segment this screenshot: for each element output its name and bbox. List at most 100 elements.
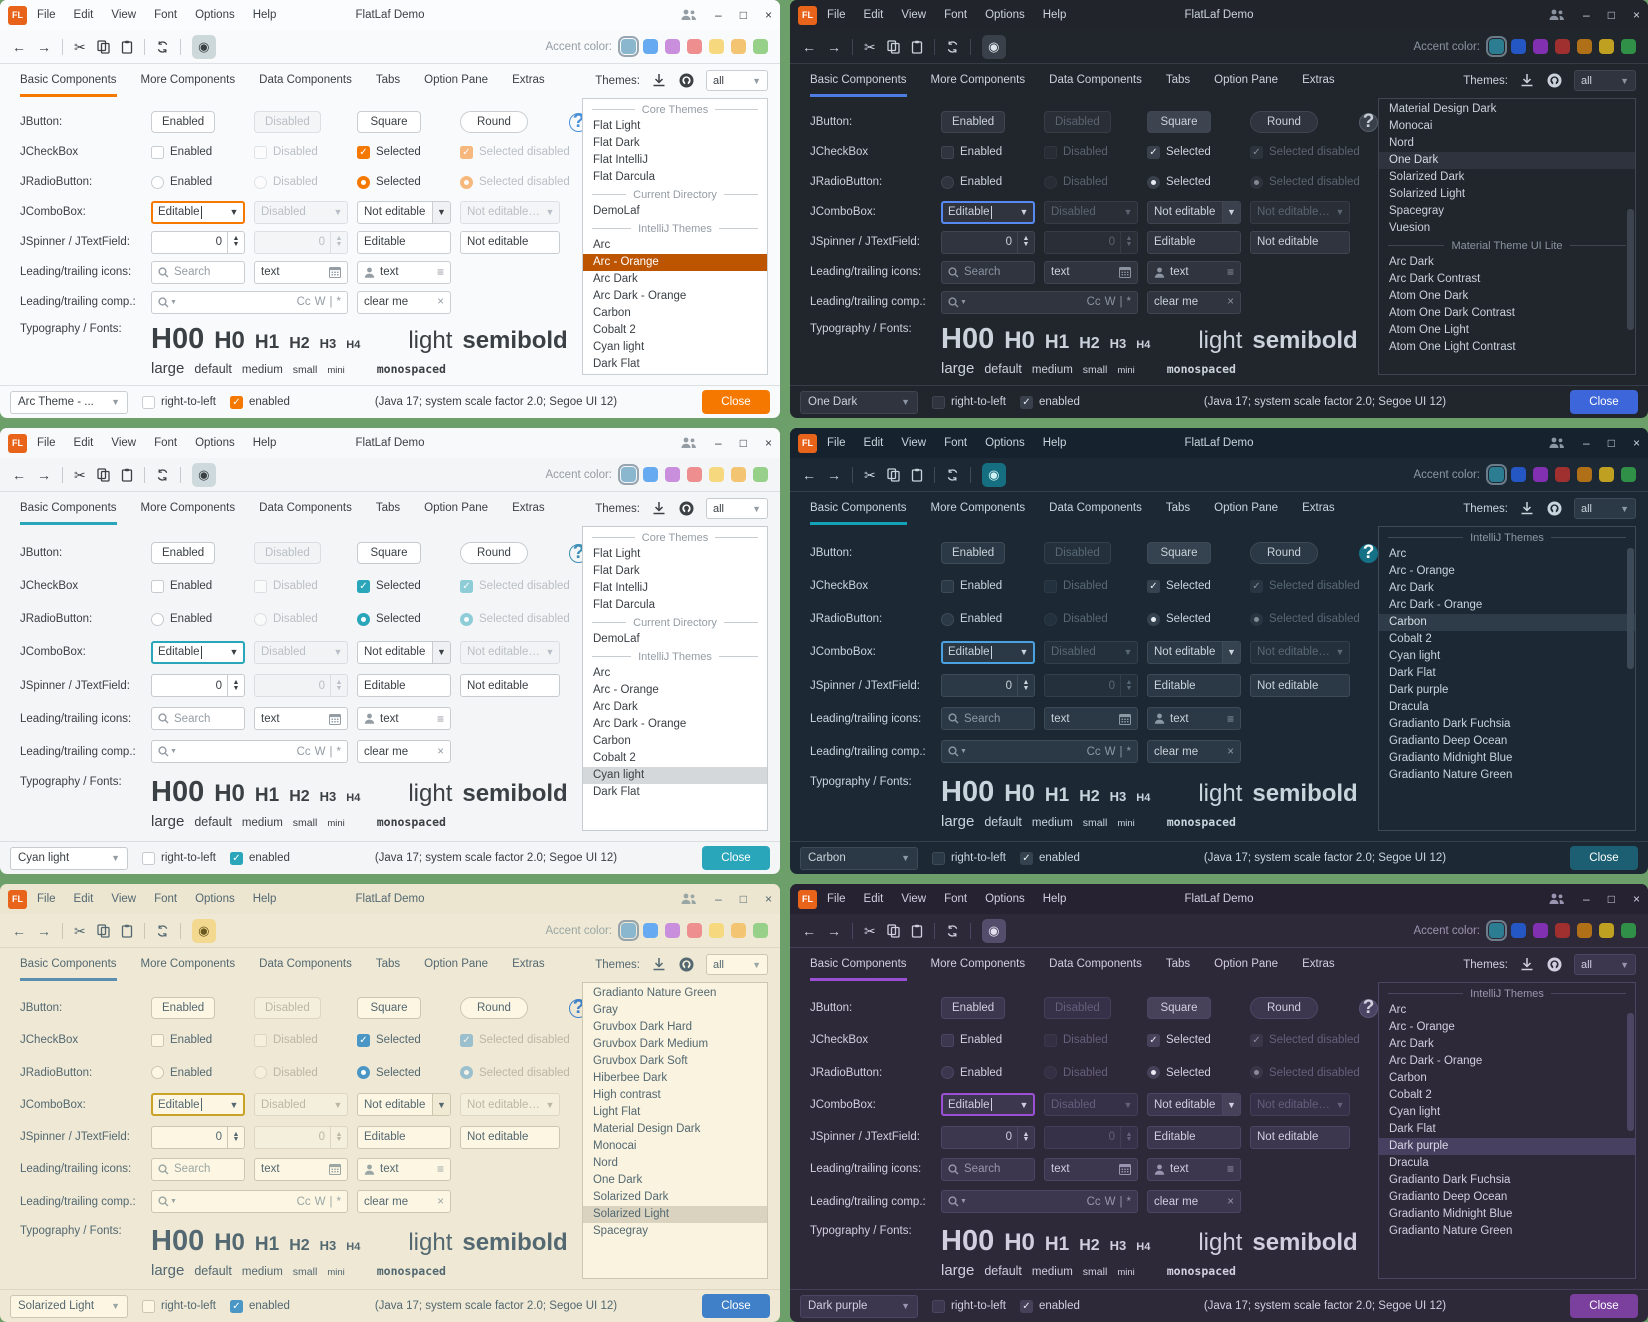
theme-list-item[interactable]: Gruvbox Dark Medium (593, 1038, 709, 1050)
menu-view[interactable]: View (111, 437, 137, 449)
users-icon[interactable] (1549, 9, 1565, 21)
close-window-button[interactable]: × (1632, 8, 1640, 22)
regex-icon[interactable]: * (336, 1195, 341, 1208)
tab-option-pane[interactable]: Option Pane (424, 74, 489, 86)
calendar-icon[interactable] (1119, 266, 1131, 278)
date-input[interactable]: text (254, 260, 348, 284)
theme-list-item[interactable]: Gradianto Midnight Blue (1389, 1208, 1513, 1220)
whole-word-icon[interactable]: W (314, 745, 326, 758)
forward-icon[interactable]: → (37, 922, 51, 939)
spinner-arrows-icon[interactable]: ▲ ▼ (227, 231, 244, 253)
maximize-button[interactable]: □ (1607, 892, 1615, 906)
help-button[interactable]: ? (1359, 997, 1378, 1018)
checkbox-selected[interactable]: ✓ Selected (1147, 145, 1241, 159)
github-icon[interactable] (679, 73, 694, 88)
clear-icon[interactable]: × (437, 1195, 444, 1208)
accent-swatch[interactable] (1621, 923, 1636, 938)
radio-enabled[interactable]: Enabled (151, 1066, 245, 1080)
forward-icon[interactable]: → (827, 38, 841, 55)
github-icon[interactable] (1547, 957, 1562, 972)
theme-list-item[interactable]: Spacegray (1389, 205, 1444, 217)
back-icon[interactable]: ← (12, 466, 26, 483)
date-input[interactable]: text (254, 1157, 348, 1181)
calendar-icon[interactable] (329, 1163, 341, 1176)
list-icon[interactable]: ≡ (1226, 711, 1234, 726)
tab-data-components[interactable]: Data Components (1049, 502, 1142, 514)
right-to-left-checkbox[interactable]: right-to-left (932, 851, 1006, 865)
tab-more-components[interactable]: More Components (930, 958, 1026, 970)
combobox-editable[interactable]: Editable ▼ (151, 200, 245, 224)
accent-swatch[interactable] (618, 920, 639, 941)
download-icon[interactable] (1520, 957, 1535, 972)
theme-list-item[interactable]: Cobalt 2 (1389, 1089, 1432, 1101)
theme-list-item[interactable]: Flat Dark (593, 565, 640, 577)
menu-options[interactable]: Options (985, 9, 1025, 21)
radio-selected[interactable]: Selected (1147, 1066, 1241, 1080)
themes-list[interactable]: Gradianto Nature Green Gray Gruvbox Dark H… (582, 982, 768, 1279)
close-window-button[interactable]: × (764, 436, 772, 450)
combo-arrow-icon[interactable]: ▼ (432, 641, 450, 663)
clear-me-input[interactable]: clear me × (357, 290, 451, 314)
accent-swatch[interactable] (665, 39, 680, 54)
accent-swatch[interactable] (753, 923, 768, 938)
themes-list[interactable]: Core Themes Flat Light Flat Dark Flat Intel… (582, 526, 768, 831)
tab-basic-components[interactable]: Basic Components (810, 492, 907, 525)
enabled-checkbox[interactable]: ✓ enabled (229, 1299, 290, 1313)
theme-list-item[interactable]: Monocai (593, 1140, 637, 1152)
right-to-left-checkbox[interactable]: right-to-left (142, 1299, 216, 1313)
clear-icon[interactable]: × (1227, 745, 1234, 758)
round-button[interactable]: Round (1250, 542, 1318, 565)
radio-selected[interactable]: Selected (357, 612, 451, 626)
list-icon[interactable]: ≡ (436, 265, 444, 279)
copy-icon[interactable] (887, 467, 900, 482)
help-button[interactable]: ? (1359, 111, 1378, 132)
theme-list-item[interactable]: Carbon (593, 735, 631, 747)
round-button[interactable]: Round (460, 111, 528, 133)
enabled-checkbox[interactable]: ✓ enabled (1019, 1299, 1080, 1313)
search-options-input[interactable]: ▼ Cc W | * (941, 1190, 1138, 1214)
theme-list-item[interactable]: One Dark (593, 1174, 643, 1186)
theme-selector-dropdown[interactable]: Arc Theme - ... ▼ (10, 390, 128, 414)
menu-view[interactable]: View (901, 893, 927, 905)
refresh-icon[interactable] (156, 468, 169, 482)
accent-swatch[interactable] (1599, 39, 1614, 54)
calendar-icon[interactable] (329, 713, 341, 725)
theme-list-item-selected[interactable]: Dark purple (1379, 1138, 1635, 1155)
theme-list-item[interactable]: Arc (1389, 1004, 1407, 1016)
clear-me-input[interactable]: clear me × (357, 1190, 451, 1214)
combo-arrow-icon[interactable]: ▼ (432, 1094, 450, 1116)
spinner-enabled[interactable]: 0 ▲ ▼ (941, 230, 1035, 254)
theme-list-item[interactable]: Arc (593, 239, 611, 251)
user-text-input[interactable]: text ≡ (357, 260, 451, 284)
maximize-button[interactable]: □ (739, 8, 747, 22)
accent-swatch[interactable] (1599, 923, 1614, 938)
user-text-input[interactable]: text ≡ (357, 707, 451, 731)
theme-list-item[interactable]: Arc Dark - Orange (593, 290, 687, 302)
combo-arrow-icon[interactable]: ▼ (1019, 207, 1029, 217)
paste-icon[interactable] (911, 40, 923, 54)
themes-list[interactable]: Core Themes Flat Light Flat Dark Flat Intel… (582, 98, 768, 375)
theme-list-item[interactable]: Spacegray (593, 1225, 648, 1237)
right-to-left-checkbox[interactable]: right-to-left (142, 851, 216, 865)
tab-extras[interactable]: Extras (1302, 958, 1335, 970)
back-icon[interactable]: ← (12, 922, 26, 939)
minimize-button[interactable]: – (1583, 892, 1590, 906)
theme-list-item[interactable]: Gradianto Dark Fuchsia (1389, 1174, 1511, 1186)
forward-icon[interactable]: → (37, 38, 51, 55)
theme-list-item[interactable]: Dark Flat (1389, 1123, 1436, 1135)
combo-arrow-icon[interactable]: ▼ (229, 207, 239, 217)
accent-swatch[interactable] (1577, 923, 1592, 938)
theme-list-item[interactable]: Nord (593, 1157, 618, 1169)
accent-swatch[interactable] (1511, 923, 1526, 938)
accent-swatch[interactable] (1533, 467, 1548, 482)
checkbox-selected[interactable]: ✓ Selected (357, 1033, 451, 1047)
clear-icon[interactable]: × (437, 296, 444, 308)
tab-data-components[interactable]: Data Components (259, 502, 352, 514)
accent-swatch[interactable] (1533, 923, 1548, 938)
search-dropdown-icon[interactable]: ▼ (158, 296, 177, 308)
tab-option-pane[interactable]: Option Pane (1214, 74, 1279, 86)
enabled-checkbox[interactable]: ✓ enabled (229, 395, 290, 409)
theme-list-item[interactable]: Cyan light (1389, 1106, 1441, 1118)
tab-option-pane[interactable]: Option Pane (424, 958, 489, 970)
menu-edit[interactable]: Edit (863, 893, 884, 905)
